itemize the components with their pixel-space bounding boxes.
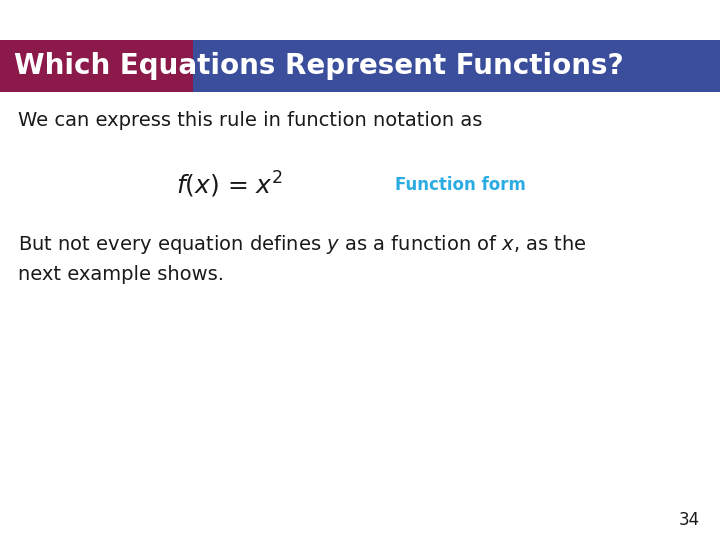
Text: Function form: Function form [395, 176, 526, 194]
Text: But not every equation defines $y$ as a function of $x$, as the: But not every equation defines $y$ as a … [18, 233, 587, 256]
Text: $f$($x$) = $x^2$: $f$($x$) = $x^2$ [176, 170, 284, 200]
Text: 34: 34 [679, 511, 700, 529]
Bar [0, 40, 193, 92]
Bar [193, 40, 720, 92]
Text: Which Equations Represent Functions?: Which Equations Represent Functions? [14, 52, 624, 80]
Text: We can express this rule in function notation as: We can express this rule in function not… [18, 111, 482, 130]
Text: next example shows.: next example shows. [18, 266, 224, 285]
